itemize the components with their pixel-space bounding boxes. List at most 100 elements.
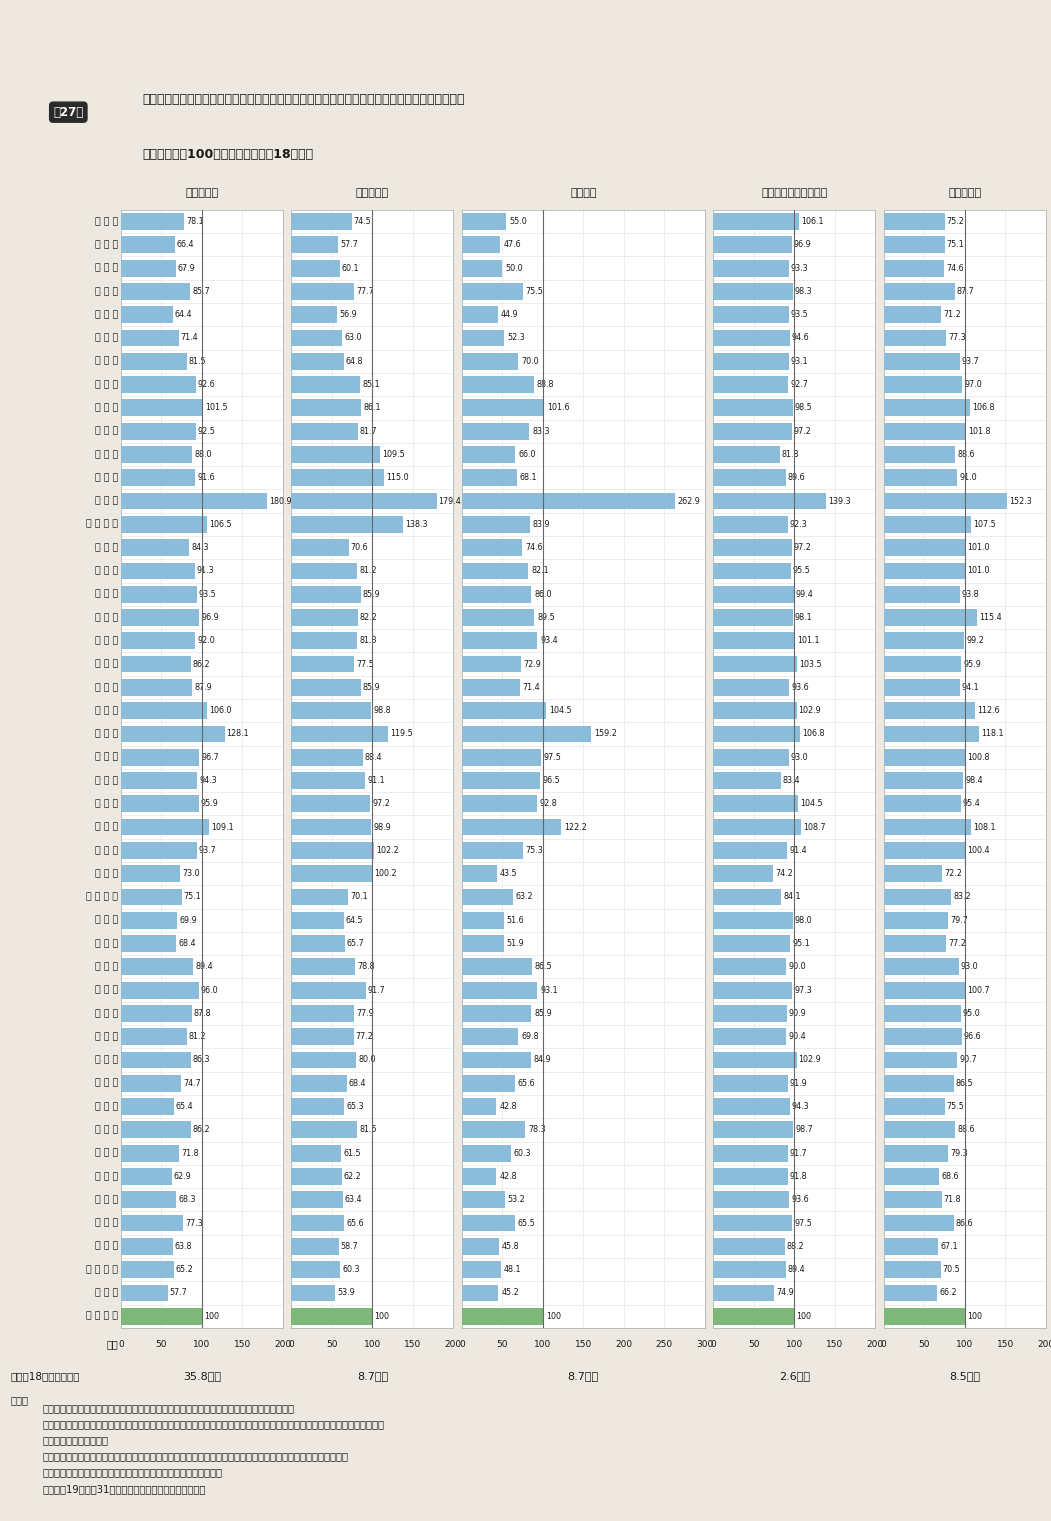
Text: 98.4: 98.4 [966, 776, 983, 785]
Bar [121, 1191, 177, 1208]
Bar [714, 843, 787, 859]
Text: 81.8: 81.8 [782, 450, 799, 459]
Bar [121, 843, 197, 859]
Text: 60.1: 60.1 [342, 263, 359, 272]
Bar [121, 773, 198, 789]
Text: 92.5: 92.5 [198, 427, 215, 435]
Text: 102.9: 102.9 [799, 1056, 821, 1065]
Text: 66.4: 66.4 [177, 240, 194, 249]
Bar [884, 1121, 955, 1138]
Text: 101.8: 101.8 [968, 427, 991, 435]
Bar [714, 795, 798, 812]
Text: 74.7: 74.7 [183, 1078, 201, 1088]
Text: 60.3: 60.3 [514, 1148, 531, 1157]
Text: 200: 200 [615, 1340, 633, 1349]
Text: 108.7: 108.7 [803, 823, 826, 832]
Text: 神 奈 川 県: 神 奈 川 県 [86, 520, 119, 529]
Bar [884, 423, 966, 440]
Bar [121, 283, 190, 300]
Text: 100.2: 100.2 [374, 868, 397, 878]
Text: 91.0: 91.0 [960, 473, 977, 482]
Bar [714, 608, 792, 625]
Text: 愛 知 県: 愛 知 県 [96, 730, 119, 738]
Bar [461, 213, 507, 230]
Text: 83.9: 83.9 [533, 520, 551, 529]
Text: 90.7: 90.7 [960, 1056, 976, 1065]
Text: 8.7兆円: 8.7兆円 [568, 1372, 599, 1381]
Bar [291, 773, 365, 789]
Text: 北 海 道: 北 海 道 [96, 218, 119, 227]
Bar [714, 493, 826, 510]
Text: 75.1: 75.1 [947, 240, 964, 249]
Text: 65.6: 65.6 [347, 1218, 364, 1227]
Text: 100: 100 [967, 1311, 982, 1320]
Text: 50: 50 [156, 1340, 167, 1349]
Bar [714, 935, 790, 952]
Text: 74.9: 74.9 [776, 1288, 794, 1297]
Text: 81.5: 81.5 [359, 1126, 377, 1135]
Bar [121, 958, 193, 975]
Text: 66.2: 66.2 [940, 1288, 956, 1297]
Bar [714, 400, 794, 417]
Text: 98.1: 98.1 [795, 613, 812, 622]
Text: 93.4: 93.4 [540, 636, 558, 645]
Bar [291, 608, 358, 625]
Bar [714, 1261, 786, 1278]
Bar [461, 1261, 500, 1278]
Bar [121, 888, 182, 905]
Text: 86.3: 86.3 [192, 1056, 210, 1065]
Text: 50: 50 [919, 1340, 930, 1349]
Text: 90.4: 90.4 [788, 1033, 806, 1042]
Bar [884, 678, 960, 695]
Bar [121, 1121, 190, 1138]
Bar [461, 400, 544, 417]
Bar [121, 633, 195, 649]
Text: 93.6: 93.6 [791, 683, 808, 692]
Bar [291, 213, 352, 230]
Text: 福 井 県: 福 井 県 [96, 613, 119, 622]
Bar [884, 400, 970, 417]
Bar [714, 586, 794, 602]
Text: 74.5: 74.5 [353, 218, 371, 227]
Text: 85.9: 85.9 [363, 590, 380, 599]
Text: 91.6: 91.6 [197, 473, 214, 482]
Text: 63.0: 63.0 [345, 333, 362, 342]
Text: 91.7: 91.7 [368, 986, 386, 995]
Text: 104.5: 104.5 [550, 706, 572, 715]
Bar [884, 656, 962, 672]
Bar [291, 795, 370, 812]
Text: 和 歌 山 県: 和 歌 山 県 [86, 893, 119, 902]
Bar [714, 888, 781, 905]
Text: 第27図: 第27図 [54, 105, 83, 119]
Text: 83.3: 83.3 [532, 427, 550, 435]
Bar [714, 773, 781, 789]
Bar [121, 865, 180, 882]
Text: 鹿 児 島 県: 鹿 児 島 県 [86, 1265, 119, 1275]
Text: 109.1: 109.1 [211, 823, 233, 832]
Text: 超過課税分を除く。: 超過課税分を除く。 [42, 1436, 108, 1445]
Bar [291, 1285, 335, 1302]
Text: 75.1: 75.1 [184, 893, 202, 902]
Text: 佐 賀 県: 佐 賀 県 [96, 1148, 119, 1157]
Bar [121, 608, 200, 625]
Text: 44.9: 44.9 [501, 310, 519, 319]
Text: 100: 100 [956, 1340, 973, 1349]
Bar [884, 236, 945, 252]
Bar [884, 888, 951, 905]
Bar [121, 1051, 191, 1068]
Bar [121, 423, 195, 440]
Text: 大 阪 府: 大 阪 府 [96, 823, 119, 832]
Text: 93.0: 93.0 [790, 753, 808, 762]
Text: 8.5兆円: 8.5兆円 [949, 1372, 981, 1381]
Bar [884, 1145, 948, 1162]
Bar [291, 1261, 341, 1278]
Bar [884, 748, 966, 765]
Text: 65.2: 65.2 [176, 1265, 193, 1275]
Text: ５　平成19年３月31日現在の住民基本台帳人口による。: ５ 平成19年３月31日現在の住民基本台帳人口による。 [42, 1483, 205, 1494]
Text: 50: 50 [748, 1340, 760, 1349]
Text: 81.2: 81.2 [359, 566, 376, 575]
Text: 115.0: 115.0 [387, 473, 409, 482]
Text: 78.1: 78.1 [186, 218, 204, 227]
Text: 100: 100 [374, 1311, 389, 1320]
Bar [461, 1121, 526, 1138]
